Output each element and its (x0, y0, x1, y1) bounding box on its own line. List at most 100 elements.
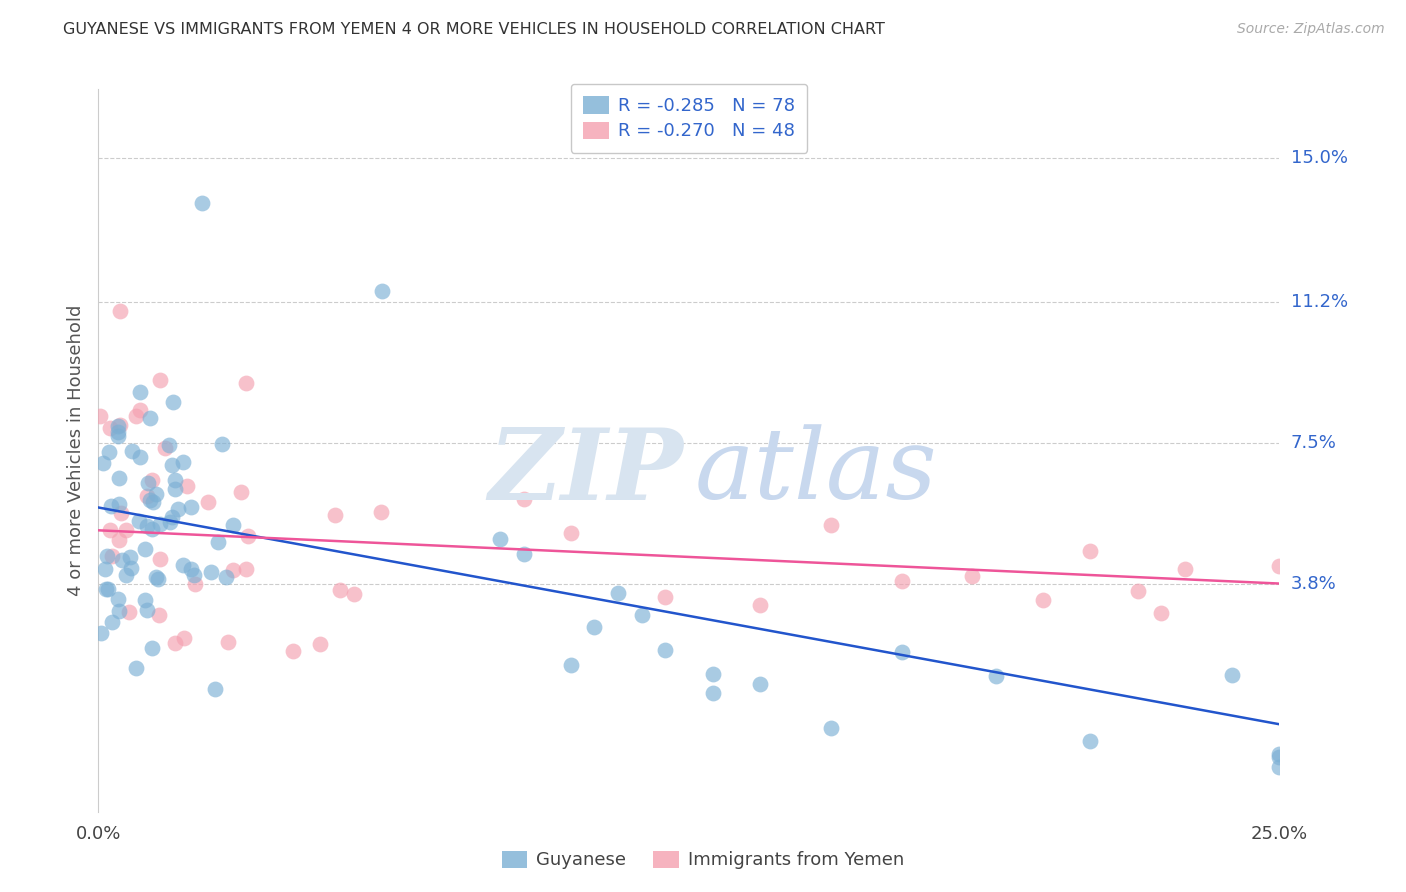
Point (89, 409, 111, 424)
Point (281, 644, 304, 658)
Point (153, 441, 176, 455)
Point (222, 563, 245, 577)
Point (489, 532, 512, 546)
Point (100, 499, 122, 513)
Point (607, 586, 630, 600)
Point (204, 682, 226, 697)
Point (107, 471, 129, 485)
Point (160, 458, 183, 473)
Point (108, 497, 131, 511)
Point (108, 304, 131, 318)
Point (145, 570, 167, 584)
Point (142, 495, 165, 509)
Point (654, 642, 676, 657)
Point (235, 376, 257, 391)
Point (128, 384, 150, 399)
Text: atlas: atlas (695, 425, 938, 520)
Point (159, 515, 181, 529)
Point (583, 620, 606, 634)
Point (748, 599, 770, 613)
Point (820, 721, 842, 735)
Point (163, 482, 186, 496)
Point (97, 582, 120, 596)
Point (512, 492, 534, 507)
Point (207, 534, 229, 549)
Point (135, 519, 157, 533)
Point (1220, 667, 1243, 681)
Y-axis label: 4 or more Vehicles in Household: 4 or more Vehicles in Household (66, 305, 84, 596)
Point (107, 425, 129, 440)
Point (139, 492, 162, 507)
Point (890, 644, 912, 658)
Point (149, 517, 172, 532)
Point (148, 373, 170, 387)
Point (962, 568, 984, 582)
Point (1126, 583, 1149, 598)
Point (176, 479, 198, 493)
Point (329, 582, 352, 597)
Point (560, 526, 582, 541)
Point (702, 667, 724, 681)
Point (134, 541, 156, 556)
Point (1268, 750, 1291, 764)
Text: Source: ZipAtlas.com: Source: ZipAtlas.com (1237, 22, 1385, 37)
Point (128, 514, 150, 528)
Point (108, 533, 131, 547)
Point (101, 615, 124, 629)
Point (1174, 562, 1197, 576)
Point (91, 456, 114, 470)
Point (200, 565, 222, 579)
Point (172, 455, 194, 469)
Point (211, 437, 233, 451)
Point (238, 529, 260, 543)
Point (108, 418, 131, 433)
Point (157, 438, 180, 452)
Point (235, 562, 257, 576)
Point (370, 505, 392, 519)
Point (118, 605, 141, 619)
Point (165, 636, 187, 650)
Point (191, 196, 214, 211)
Point (134, 592, 156, 607)
Point (110, 506, 132, 520)
Point (183, 567, 205, 582)
Point (90, 625, 112, 640)
Point (107, 592, 129, 607)
Point (98, 523, 121, 537)
Point (173, 632, 195, 646)
Point (702, 686, 724, 700)
Point (748, 677, 770, 691)
Point (630, 607, 652, 622)
Point (217, 635, 239, 649)
Point (180, 561, 202, 575)
Legend: Guyanese, Immigrants from Yemen: Guyanese, Immigrants from Yemen (494, 842, 912, 879)
Legend: R = -0.285   N = 78, R = -0.270   N = 48: R = -0.285 N = 78, R = -0.270 N = 48 (571, 84, 807, 153)
Point (1268, 559, 1291, 574)
Point (163, 473, 186, 487)
Point (1080, 733, 1102, 747)
Point (180, 500, 202, 515)
Point (197, 495, 219, 509)
Point (148, 607, 170, 622)
Point (145, 486, 167, 500)
Point (125, 661, 148, 675)
Point (96, 582, 118, 597)
Point (890, 574, 912, 588)
Text: GUYANESE VS IMMIGRANTS FROM YEMEN 4 OR MORE VEHICLES IN HOUSEHOLD CORRELATION CH: GUYANESE VS IMMIGRANTS FROM YEMEN 4 OR M… (63, 22, 886, 37)
Point (115, 568, 138, 582)
Text: 3.8%: 3.8% (1291, 574, 1336, 592)
Point (343, 587, 366, 601)
Point (98, 421, 121, 435)
Point (94, 561, 117, 575)
Point (108, 604, 131, 618)
Point (1150, 606, 1173, 620)
Point (120, 561, 142, 575)
Point (654, 591, 676, 605)
Point (136, 476, 159, 491)
Point (125, 409, 148, 424)
Point (101, 549, 124, 563)
Point (139, 410, 162, 425)
Point (167, 501, 190, 516)
Point (1268, 747, 1291, 761)
Text: ZIP: ZIP (488, 424, 683, 520)
